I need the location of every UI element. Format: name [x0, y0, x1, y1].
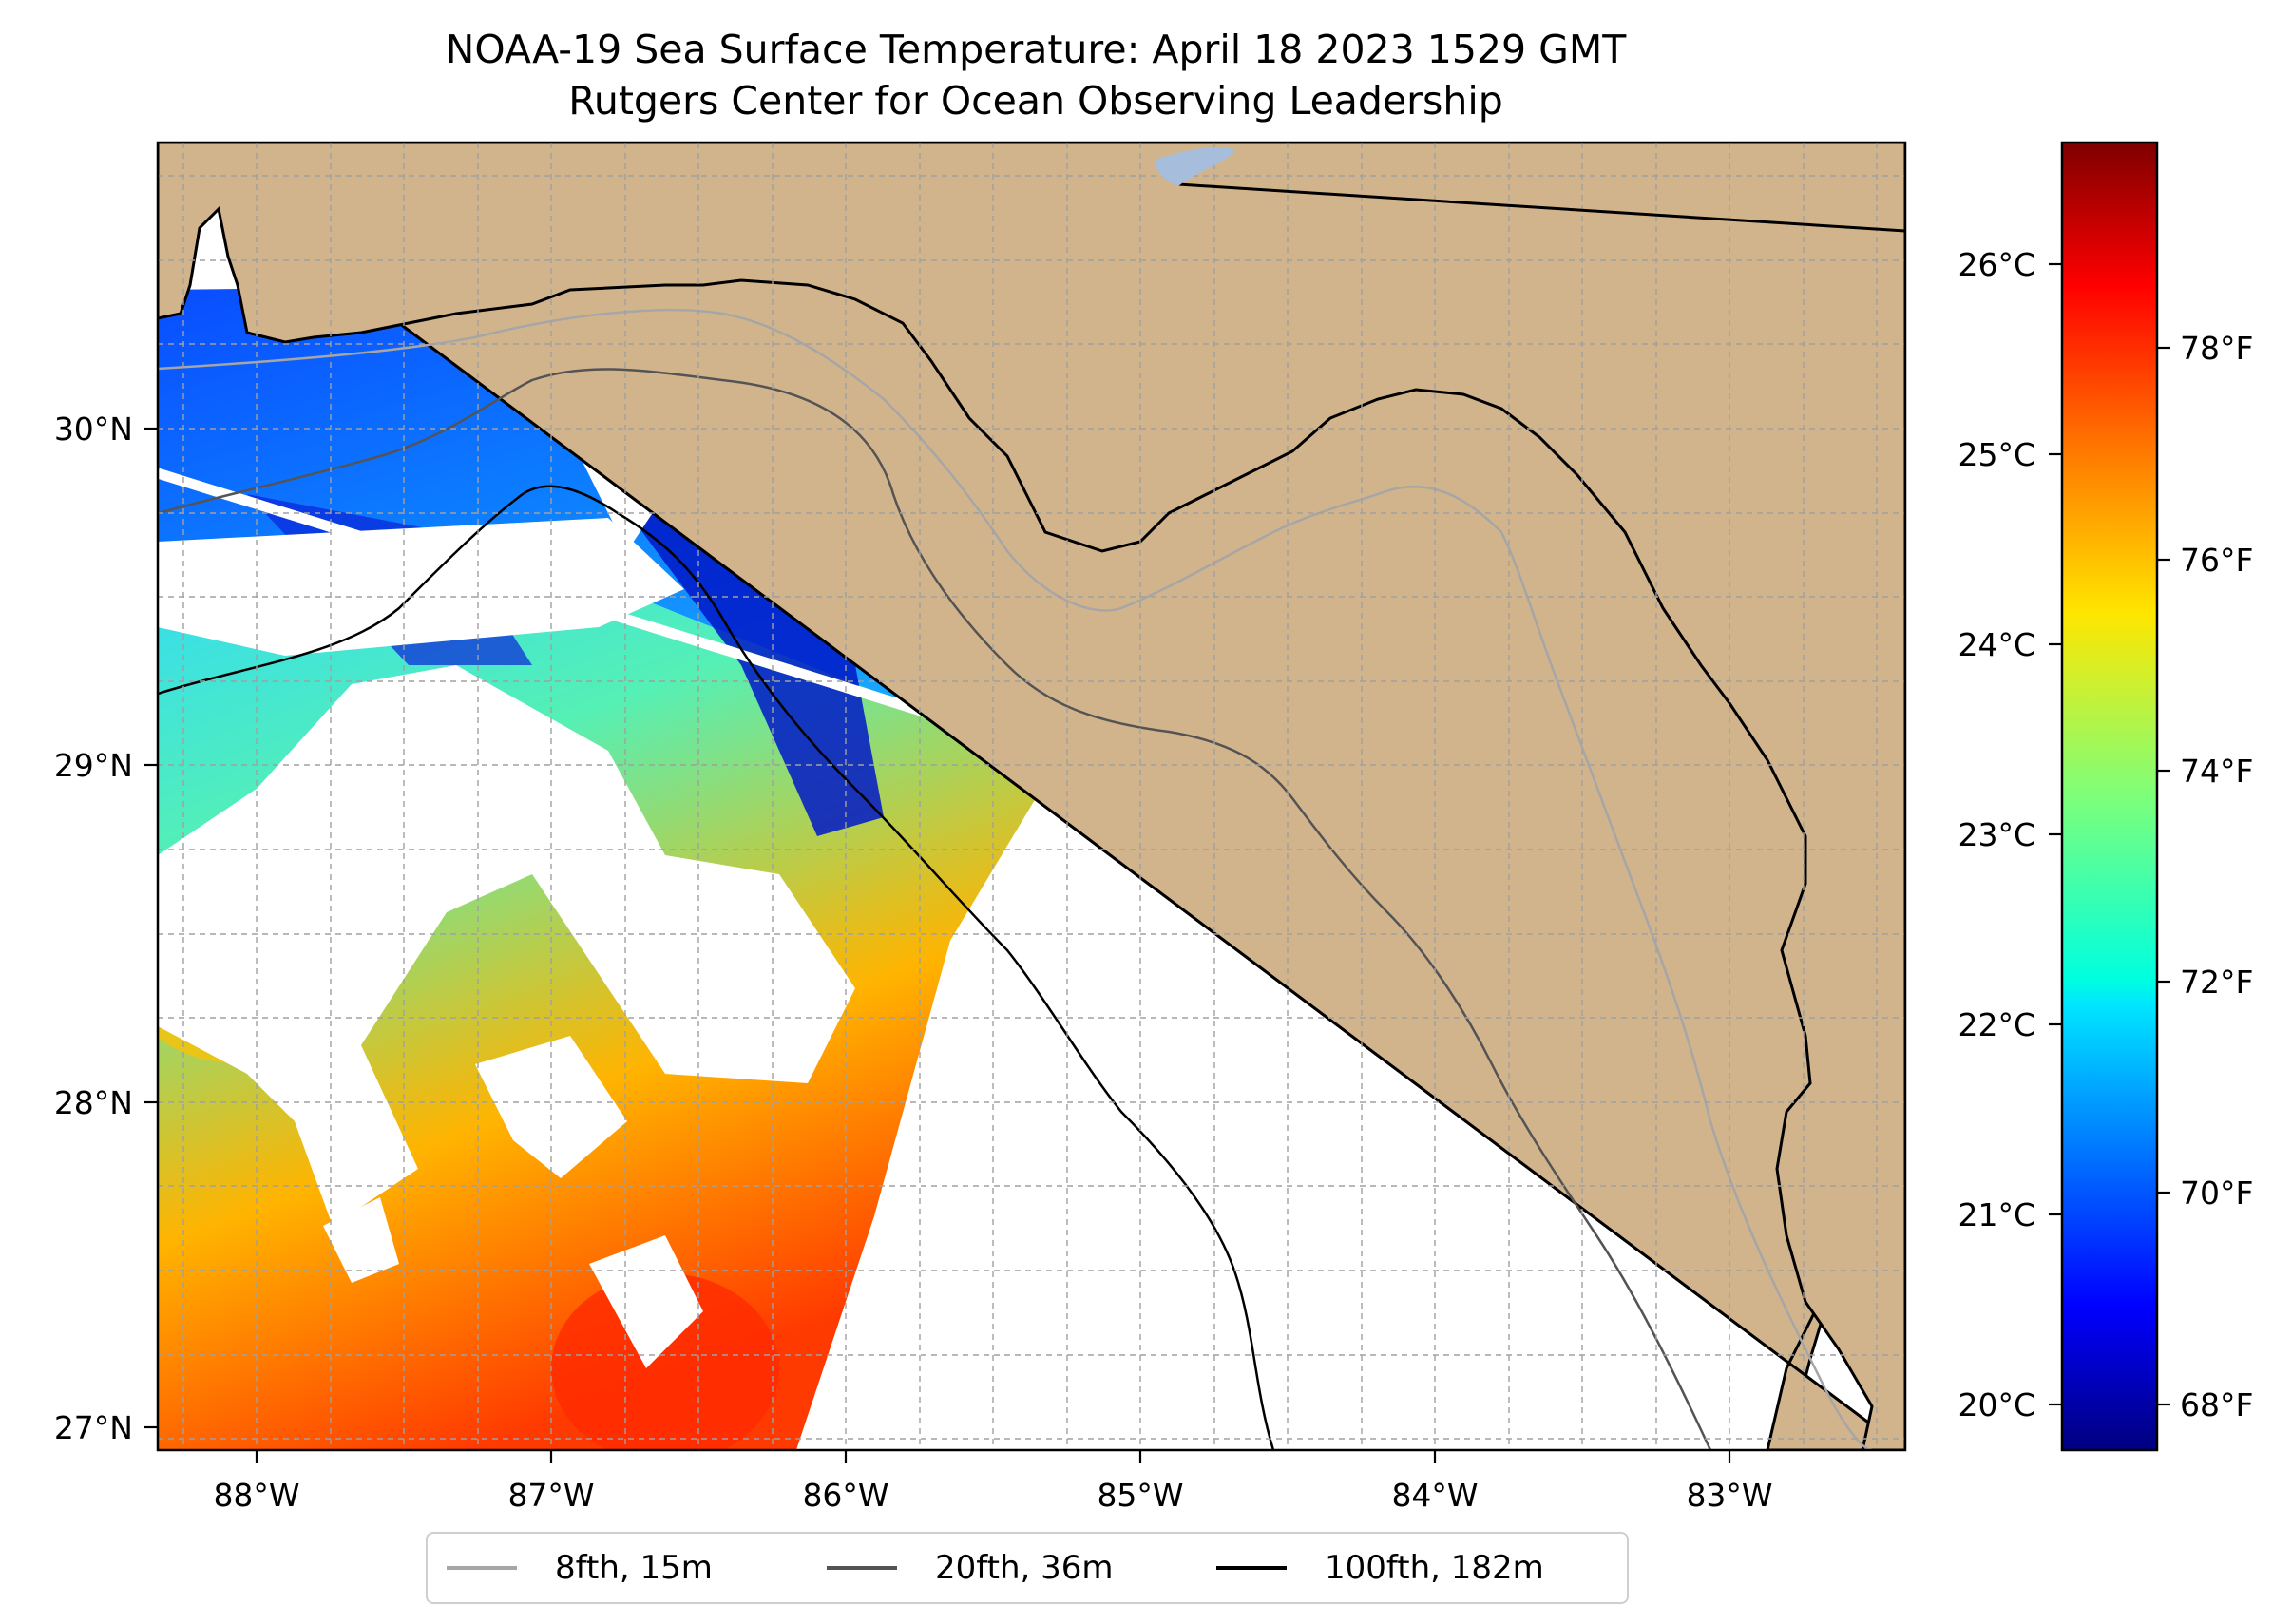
- colorbar-celsius-label: 25°C: [1958, 436, 2035, 473]
- lon-tick-label: 86°W: [802, 1477, 888, 1514]
- lon-tick-label: 84°W: [1391, 1477, 1478, 1514]
- lon-tick-label: 87°W: [507, 1477, 594, 1514]
- colorbar-celsius-label: 20°C: [1958, 1386, 2035, 1423]
- colorbar-celsius-label: 26°C: [1958, 246, 2035, 283]
- colorbar-fahrenheit-label: 68°F: [2180, 1386, 2253, 1423]
- lake: [1155, 147, 1235, 186]
- lon-ticks: [255, 1450, 1731, 1463]
- land-area: [158, 143, 1905, 1450]
- map-frame: [156, 141, 1907, 1452]
- lat-tick-label: 27°N: [54, 1409, 133, 1446]
- lon-tick-label: 88°W: [213, 1477, 299, 1514]
- colorbar-celsius-label: 22°C: [1958, 1006, 2035, 1043]
- gridlines: [158, 143, 1905, 1450]
- sst-warm-patch: [551, 1273, 779, 1450]
- lon-tick-label: 85°W: [1097, 1477, 1183, 1514]
- colorbar-fahrenheit-label: 72°F: [2180, 964, 2253, 1001]
- legend-label: 8fth, 15m: [555, 1549, 713, 1587]
- colorbar-celsius-label: 23°C: [1958, 816, 2035, 853]
- colorbar-celsius-label: 21°C: [1958, 1196, 2035, 1233]
- legend-item-20fth: 20fth, 36m: [827, 1534, 1114, 1602]
- lat-tick-label: 28°N: [54, 1084, 133, 1121]
- lat-tick-label: 29°N: [54, 747, 133, 784]
- legend-label: 100fth, 182m: [1325, 1549, 1544, 1587]
- colorbar-celsius-label: 24°C: [1958, 626, 2035, 663]
- legend-item-100fth: 100fth, 182m: [1216, 1534, 1544, 1602]
- legend-line-icon: [447, 1566, 517, 1570]
- colorbar-fahrenheit-label: 78°F: [2180, 330, 2253, 367]
- colorbar: [2060, 141, 2159, 1452]
- colorbar-ticks: [2049, 262, 2170, 1406]
- isobath-8fth: [158, 308, 1873, 1450]
- legend-line-icon: [1216, 1566, 1287, 1570]
- isobath-20fth: [158, 368, 1712, 1450]
- lat-tick-label: 30°N: [54, 411, 133, 448]
- isobath-legend: 8fth, 15m 20fth, 36m 100fth, 182m: [426, 1532, 1629, 1604]
- colorbar-fahrenheit-label: 74°F: [2180, 753, 2253, 790]
- colorbar-fahrenheit-label: 70°F: [2180, 1175, 2253, 1212]
- lat-ticks: [144, 427, 158, 1429]
- chart-title: NOAA-19 Sea Surface Temperature: April 1…: [445, 27, 1627, 72]
- colorbar-fahrenheit-label: 76°F: [2180, 542, 2253, 579]
- legend-label: 20fth, 36m: [935, 1549, 1114, 1587]
- legend-item-8fth: 8fth, 15m: [447, 1534, 713, 1602]
- legend-line-icon: [827, 1566, 897, 1570]
- lon-tick-label: 83°W: [1686, 1477, 1772, 1514]
- state-boundary: [1177, 182, 1905, 233]
- chart-subtitle: Rutgers Center for Ocean Observing Leade…: [568, 78, 1503, 124]
